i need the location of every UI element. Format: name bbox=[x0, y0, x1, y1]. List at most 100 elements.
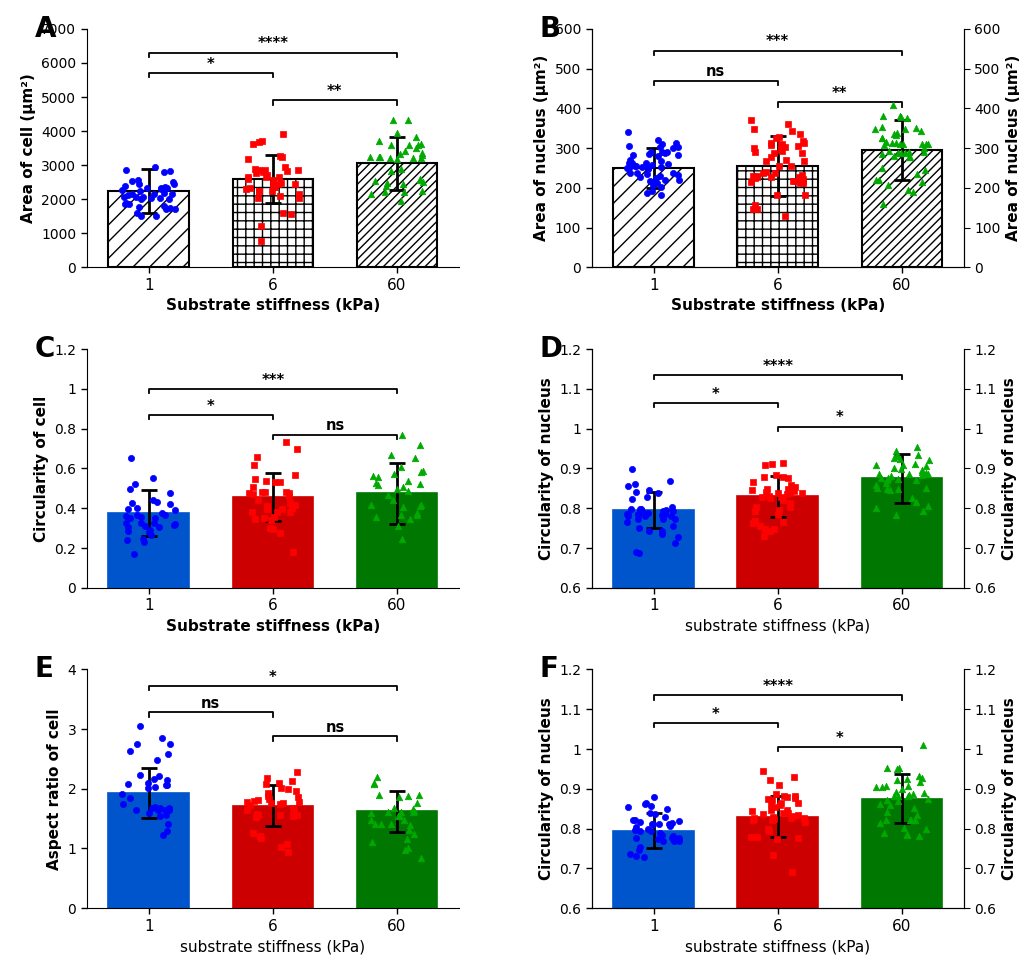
Point bbox=[649, 485, 665, 501]
Point bbox=[900, 182, 916, 197]
Point bbox=[405, 804, 421, 820]
Text: ****: **** bbox=[761, 679, 793, 694]
Point bbox=[370, 469, 386, 484]
Point bbox=[118, 162, 135, 178]
Point bbox=[641, 147, 657, 162]
Point bbox=[763, 793, 780, 808]
Point bbox=[899, 789, 915, 804]
Point bbox=[881, 482, 898, 498]
Point bbox=[158, 777, 174, 793]
Point bbox=[257, 169, 273, 185]
Point bbox=[895, 457, 911, 473]
Point bbox=[796, 154, 812, 169]
Point bbox=[247, 471, 263, 486]
Point bbox=[162, 497, 178, 512]
Point bbox=[796, 136, 812, 151]
Point bbox=[790, 169, 806, 185]
Point bbox=[272, 148, 288, 163]
Point bbox=[271, 776, 287, 791]
Point bbox=[154, 826, 170, 842]
Point bbox=[118, 515, 135, 530]
Point bbox=[631, 815, 647, 830]
Point bbox=[639, 821, 655, 836]
Point bbox=[867, 172, 883, 187]
Point bbox=[872, 131, 889, 146]
Point bbox=[162, 163, 178, 179]
Point bbox=[288, 441, 305, 456]
Bar bbox=[612, 830, 693, 961]
Point bbox=[748, 169, 764, 185]
Point bbox=[639, 160, 655, 176]
Point bbox=[382, 137, 398, 153]
Point bbox=[900, 466, 916, 481]
Point bbox=[913, 504, 929, 519]
Point bbox=[128, 500, 145, 515]
Point bbox=[780, 480, 796, 496]
Point bbox=[128, 507, 145, 523]
Point bbox=[774, 805, 791, 821]
Point bbox=[873, 130, 890, 145]
Point bbox=[132, 208, 149, 223]
X-axis label: substrate stiffness (kPa): substrate stiffness (kPa) bbox=[685, 939, 869, 954]
Point bbox=[246, 457, 262, 473]
Y-axis label: Area of nucleus (μm²): Area of nucleus (μm²) bbox=[1006, 55, 1019, 241]
Point bbox=[883, 136, 900, 151]
Point bbox=[641, 482, 657, 498]
Point bbox=[884, 98, 901, 113]
Point bbox=[261, 520, 277, 535]
Point bbox=[393, 531, 410, 547]
Point bbox=[762, 136, 779, 151]
Point bbox=[146, 186, 162, 202]
Point bbox=[249, 449, 265, 464]
Point bbox=[662, 830, 679, 846]
Text: *: * bbox=[207, 399, 214, 413]
Point bbox=[669, 147, 686, 162]
Point bbox=[290, 186, 307, 202]
Point bbox=[631, 520, 647, 535]
Point bbox=[274, 149, 290, 164]
Point bbox=[775, 209, 792, 224]
Point bbox=[872, 119, 889, 135]
Point bbox=[786, 173, 802, 188]
Point bbox=[779, 789, 795, 804]
Point bbox=[150, 768, 166, 783]
Point bbox=[166, 517, 182, 532]
Text: *: * bbox=[207, 57, 214, 72]
Point bbox=[390, 808, 407, 824]
Point bbox=[889, 472, 905, 487]
Point bbox=[646, 806, 662, 822]
Point bbox=[622, 165, 638, 181]
Point bbox=[763, 848, 780, 863]
Point bbox=[252, 830, 268, 846]
Point bbox=[164, 175, 180, 190]
Point bbox=[154, 505, 170, 520]
Point bbox=[910, 769, 926, 784]
Point bbox=[639, 160, 655, 176]
Point bbox=[263, 795, 279, 810]
Point bbox=[628, 484, 644, 500]
Point bbox=[150, 520, 166, 535]
Point bbox=[257, 776, 273, 791]
Point bbox=[887, 784, 903, 800]
Point bbox=[263, 512, 279, 528]
Point bbox=[644, 178, 660, 193]
Point bbox=[117, 195, 133, 210]
Point bbox=[772, 795, 789, 810]
Point bbox=[642, 824, 658, 839]
Point bbox=[399, 840, 416, 855]
Point bbox=[791, 126, 807, 141]
Point bbox=[917, 480, 933, 496]
Point bbox=[780, 804, 796, 820]
Point bbox=[399, 473, 416, 488]
Point bbox=[757, 164, 773, 180]
Point bbox=[888, 125, 904, 140]
Point bbox=[260, 789, 276, 804]
Point bbox=[893, 145, 909, 160]
Point bbox=[123, 495, 140, 510]
Point bbox=[765, 812, 782, 827]
Point bbox=[279, 163, 296, 179]
Point bbox=[763, 456, 780, 472]
Bar bbox=[108, 793, 189, 908]
Point bbox=[782, 496, 798, 511]
Point bbox=[154, 730, 170, 746]
